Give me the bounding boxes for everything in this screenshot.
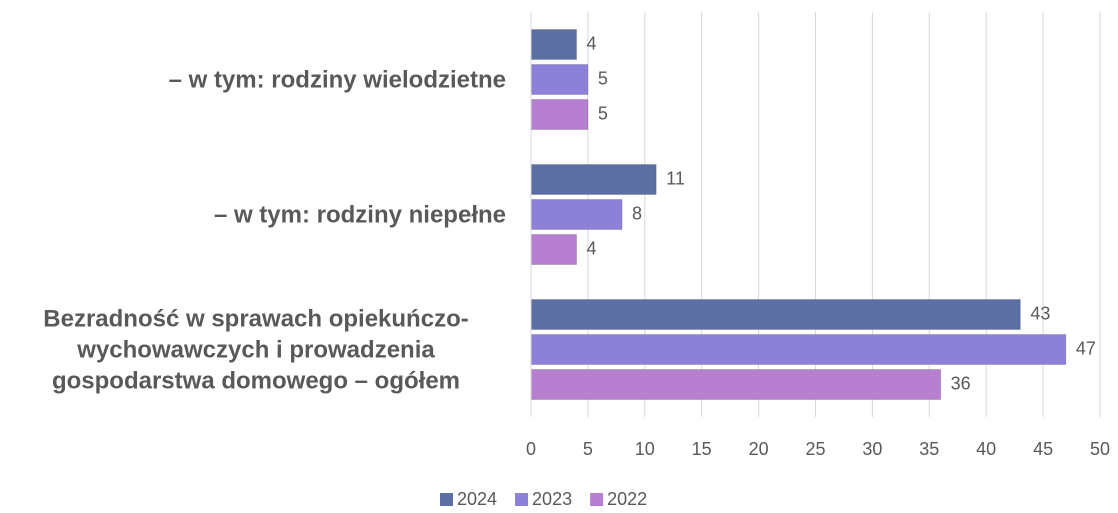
bar xyxy=(530,334,1067,365)
x-tick-label: 35 xyxy=(919,439,939,459)
legend-label: 2022 xyxy=(607,489,647,509)
data-label: 4 xyxy=(587,33,597,53)
x-tick-label: 45 xyxy=(1033,439,1053,459)
data-label: 8 xyxy=(632,203,642,223)
category-label-box: Bezradność w sprawach opiekuńczo-wychowa… xyxy=(6,303,506,396)
bar xyxy=(530,99,589,130)
data-label: 4 xyxy=(587,238,597,258)
bar xyxy=(530,199,623,230)
x-tick-label: 25 xyxy=(805,439,825,459)
y-tick-label: – w tym: rodziny niepełne xyxy=(213,201,506,228)
data-label: 5 xyxy=(598,68,608,88)
data-label: 43 xyxy=(1030,303,1050,323)
bar xyxy=(530,29,578,60)
category-label-box: – w tym: rodziny wielodzietne xyxy=(169,64,506,95)
bar xyxy=(530,164,657,195)
x-tick-label: 50 xyxy=(1090,439,1110,459)
y-tick-label: Bezradność w sprawach opiekuńczo-wychowa… xyxy=(43,305,469,394)
x-tick-label: 5 xyxy=(583,439,593,459)
x-tick-label: 20 xyxy=(749,439,769,459)
legend-swatch xyxy=(590,493,604,506)
x-tick-label: 30 xyxy=(862,439,882,459)
data-label: 36 xyxy=(951,373,971,393)
bar xyxy=(530,234,578,265)
x-tick-label: 40 xyxy=(976,439,996,459)
bar xyxy=(530,64,589,95)
bar xyxy=(530,369,942,400)
legend-swatch xyxy=(515,493,529,506)
category-label-box: – w tym: rodziny niepełne xyxy=(214,199,506,230)
legend-label: 2024 xyxy=(457,489,497,509)
legend-swatch xyxy=(440,493,453,506)
bar xyxy=(530,299,1021,330)
data-label: 47 xyxy=(1076,338,1096,358)
legend-label: 2023 xyxy=(532,489,572,509)
x-tick-label: 10 xyxy=(635,439,655,459)
y-tick-label: – w tym: rodziny wielodzietne xyxy=(168,66,506,93)
x-tick-label: 15 xyxy=(692,439,712,459)
x-tick-label: 0 xyxy=(526,439,536,459)
data-label: 5 xyxy=(598,103,608,123)
data-label: 11 xyxy=(666,168,685,188)
